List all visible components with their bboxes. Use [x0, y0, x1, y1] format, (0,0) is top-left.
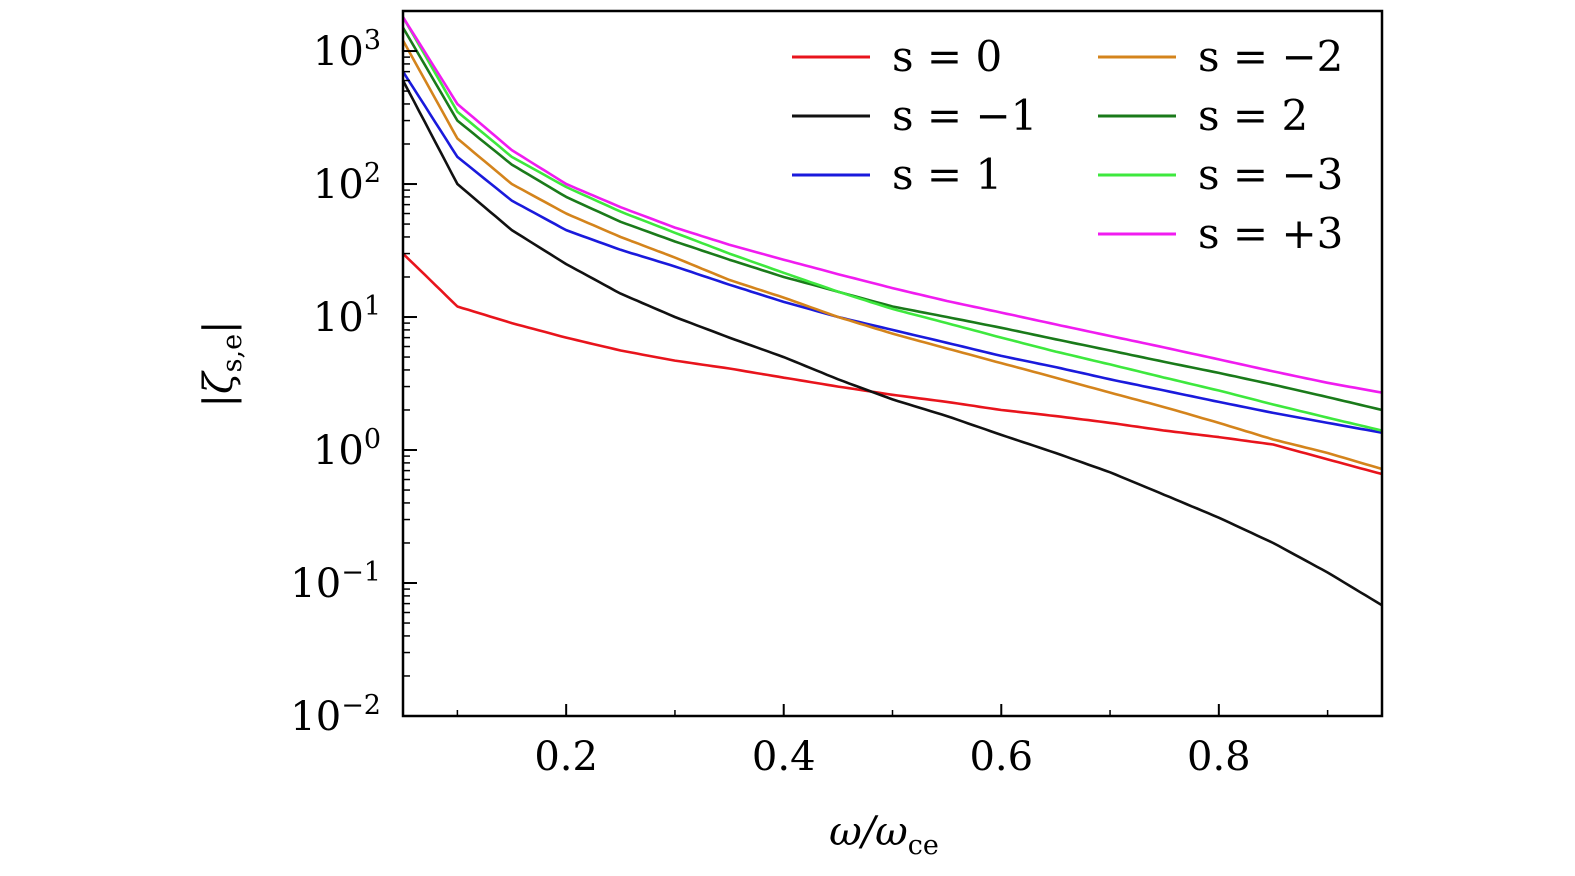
y-axis-title-close: |: [196, 320, 242, 333]
y-tick-label: 103: [313, 25, 381, 75]
legend-label-3: s = −2: [1198, 32, 1343, 81]
x-tick-label: 0.8: [1187, 734, 1251, 780]
y-axis-title: |ζs,e|: [196, 320, 248, 407]
legend-label-2: s = 1: [892, 150, 1002, 199]
tick-layer: [403, 10, 1329, 717]
series-line-3: [401, 39, 1383, 471]
y-tick-label: 102: [313, 158, 381, 208]
legend-label-1: s = −1: [892, 91, 1037, 140]
series-line-4: [401, 26, 1383, 412]
x-axis-title-sub: ce: [908, 830, 939, 861]
x-tick-label: 0.4: [752, 734, 816, 780]
y-tick-exp: 3: [364, 25, 381, 56]
y-tick-base: 10: [313, 29, 364, 75]
y-tick-base: 10: [290, 561, 341, 607]
series-line-5: [401, 16, 1383, 432]
series-layer: [401, 16, 1383, 607]
y-axis-title-sub: s,e: [217, 334, 248, 372]
series-line-6: [401, 16, 1383, 394]
x-axis-title: ω/ωce: [829, 809, 939, 861]
series-line-0: [402, 252, 1383, 476]
series-line-1: [401, 79, 1383, 607]
legend-label-0: s = 0: [892, 32, 1002, 81]
legend-label-5: s = −3: [1198, 150, 1343, 199]
y-tick-exp: 2: [364, 158, 381, 189]
y-tick-base: 10: [313, 162, 364, 208]
y-tick-label: 10−2: [290, 690, 381, 740]
x-tick-label: 0.6: [969, 734, 1033, 780]
y-tick-label: 101: [313, 291, 381, 341]
y-tick-exp: −1: [341, 557, 381, 588]
legend-label-6: s = +3: [1198, 209, 1343, 258]
x-axis-title-main: ω/ω: [829, 809, 908, 855]
y-tick-label: 10−1: [290, 557, 381, 607]
y-tick-base: 10: [313, 295, 364, 341]
y-tick-exp: −2: [341, 690, 381, 721]
legend-label-4: s = 2: [1198, 91, 1308, 140]
series-line-2: [401, 70, 1383, 434]
y-axis-title-main: |ζ: [196, 370, 242, 407]
y-tick-base: 10: [313, 428, 364, 474]
y-tick-base: 10: [290, 694, 341, 740]
y-tick-exp: 1: [364, 291, 381, 322]
y-tick-exp: 0: [364, 424, 381, 455]
y-tick-label: 100: [313, 424, 381, 474]
x-tick-label: 0.2: [534, 734, 598, 780]
legend: s = 0 s = −1 s = 1 s = −2 s = 2 s = −3 s = +3: [792, 32, 1343, 258]
